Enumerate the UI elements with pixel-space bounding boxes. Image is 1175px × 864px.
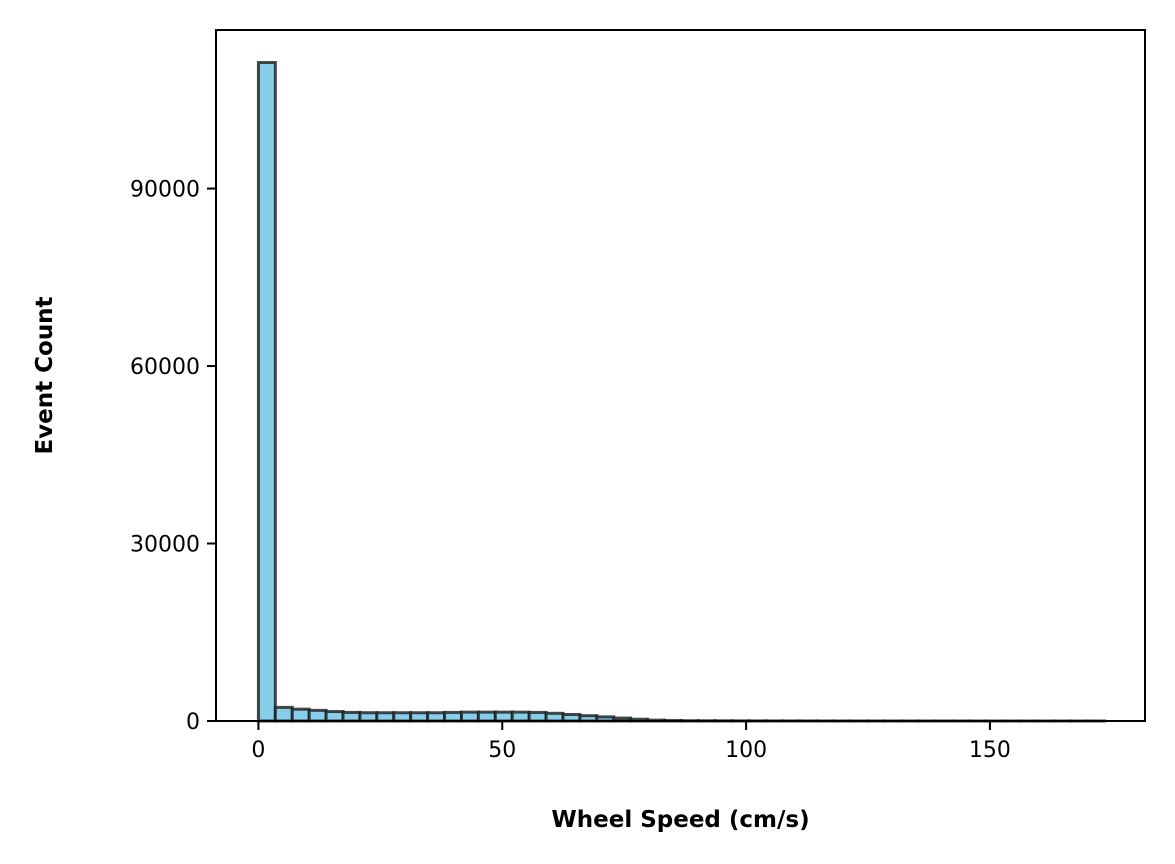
plot-frame bbox=[215, 29, 1146, 722]
x-axis-title: Wheel Speed (cm/s) bbox=[551, 807, 809, 833]
x-tick-label: 50 bbox=[488, 738, 516, 763]
histogram-bar bbox=[493, 710, 514, 723]
histogram-bar bbox=[443, 710, 463, 723]
histogram-bar bbox=[476, 710, 497, 723]
histogram-bar bbox=[409, 711, 430, 723]
y-tick-label: 0 bbox=[186, 710, 200, 735]
histogram-bar bbox=[256, 61, 277, 723]
y-tick-label: 60000 bbox=[130, 355, 200, 380]
histogram-bar bbox=[527, 710, 548, 723]
histogram-bar bbox=[324, 710, 345, 723]
histogram-bars bbox=[256, 61, 1107, 723]
y-axis-title: Event Count bbox=[32, 296, 58, 454]
histogram-bar bbox=[290, 707, 311, 723]
histogram-bar bbox=[358, 711, 379, 723]
histogram-bar bbox=[273, 705, 294, 723]
y-tick-label: 90000 bbox=[130, 178, 200, 203]
x-tick-label: 0 bbox=[251, 738, 265, 763]
y-tick-label: 30000 bbox=[130, 533, 200, 558]
histogram-bar bbox=[459, 710, 480, 723]
histogram-bar bbox=[392, 711, 413, 723]
histogram-bar bbox=[426, 711, 447, 723]
histogram-bar bbox=[307, 708, 328, 723]
histogram-bar bbox=[544, 711, 565, 723]
x-tick-label: 150 bbox=[969, 738, 1011, 763]
histogram-bar bbox=[341, 710, 362, 723]
histogram-bar bbox=[510, 710, 531, 723]
x-tick-label: 100 bbox=[725, 738, 767, 763]
y-axis-ticks: 0 30000 60000 90000 bbox=[130, 178, 216, 735]
x-axis-ticks: 0 50 100 150 bbox=[251, 721, 1011, 763]
histogram-bar bbox=[375, 711, 396, 723]
